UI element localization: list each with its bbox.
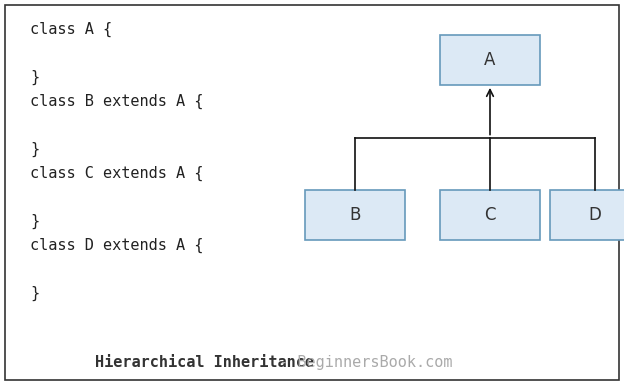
Text: class B extends A {: class B extends A { (30, 94, 203, 109)
Text: D: D (588, 206, 602, 224)
Text: }: } (30, 214, 39, 229)
Bar (305, 190, 405, 240)
Text: B: B (349, 206, 361, 224)
Text: }: } (30, 142, 39, 157)
Bar (550, 190, 624, 240)
Text: }: } (30, 70, 39, 85)
Bar (440, 190, 540, 240)
Text: }: } (30, 286, 39, 301)
Text: class D extends A {: class D extends A { (30, 238, 203, 253)
Text: Hierarchical Inheritance: Hierarchical Inheritance (95, 355, 314, 370)
Text: A: A (484, 51, 495, 69)
Bar (440, 35, 540, 85)
Text: class A {: class A { (30, 22, 112, 37)
Text: - BeginnersBook.com: - BeginnersBook.com (270, 355, 452, 370)
Text: C: C (484, 206, 495, 224)
Text: class C extends A {: class C extends A { (30, 166, 203, 181)
